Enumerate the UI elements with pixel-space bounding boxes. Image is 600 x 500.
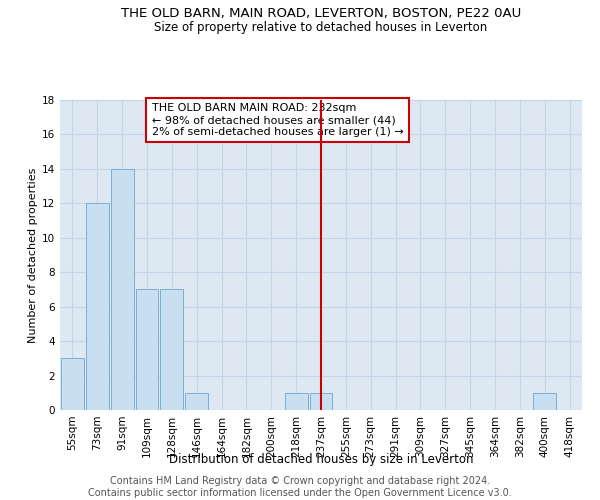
Text: THE OLD BARN MAIN ROAD: 232sqm
← 98% of detached houses are smaller (44)
2% of s: THE OLD BARN MAIN ROAD: 232sqm ← 98% of … — [152, 104, 404, 136]
Text: Distribution of detached houses by size in Leverton: Distribution of detached houses by size … — [169, 452, 473, 466]
Bar — [61, 358, 84, 410]
Text: THE OLD BARN, MAIN ROAD, LEVERTON, BOSTON, PE22 0AU: THE OLD BARN, MAIN ROAD, LEVERTON, BOSTO… — [121, 8, 521, 20]
Bar — [86, 204, 109, 410]
Text: Contains HM Land Registry data © Crown copyright and database right 2024.
Contai: Contains HM Land Registry data © Crown c… — [88, 476, 512, 498]
Bar — [185, 393, 208, 410]
Bar — [533, 393, 556, 410]
Bar — [310, 393, 332, 410]
Bar — [136, 290, 158, 410]
Bar — [111, 169, 134, 410]
Bar — [160, 290, 183, 410]
Text: Size of property relative to detached houses in Leverton: Size of property relative to detached ho… — [154, 21, 488, 34]
Y-axis label: Number of detached properties: Number of detached properties — [28, 168, 38, 342]
Bar — [285, 393, 308, 410]
